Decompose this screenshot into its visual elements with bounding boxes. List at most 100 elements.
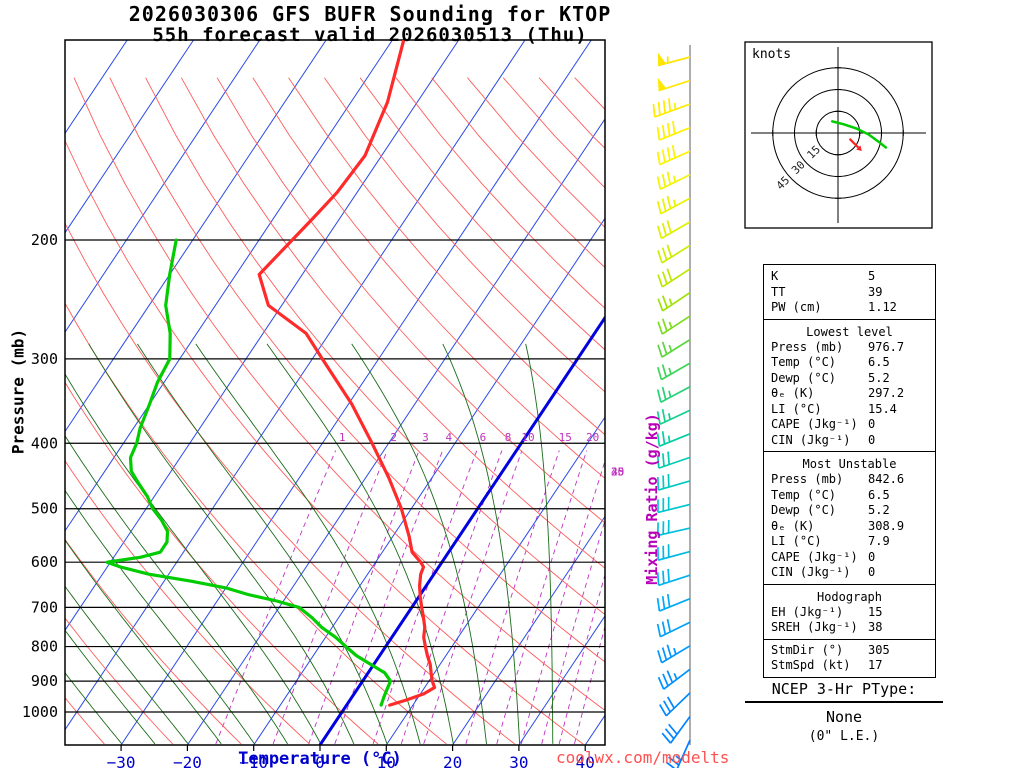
stats-section-most-unstable: Most Unstable Press (mb) 842.6 Temp (°C) 6.5… bbox=[763, 451, 936, 585]
mixing-ratio-tick-label: 8 bbox=[505, 431, 512, 444]
stat-value: 976.7 bbox=[868, 339, 905, 354]
wind-barb bbox=[657, 496, 691, 514]
isotherm-line bbox=[65, 40, 194, 234]
mixing-ratio-line bbox=[520, 459, 605, 745]
temperature-tick-label: 10 bbox=[377, 753, 396, 768]
ptype-block: NCEP 3-Hr PType: None (0" L.E.) bbox=[745, 680, 943, 744]
hodograph-trace bbox=[830, 120, 888, 149]
stat-row: Dewp (°C) 5.2 bbox=[764, 371, 935, 387]
wind-barb bbox=[656, 171, 691, 190]
wind-barb bbox=[656, 473, 691, 491]
stat-value: 0 bbox=[868, 549, 876, 564]
pressure-tick-label: 700 bbox=[31, 598, 58, 616]
wind-barb bbox=[657, 338, 691, 358]
mixing-ratio-line bbox=[496, 450, 588, 745]
moist-adiabat-line bbox=[65, 629, 156, 745]
moist-adiabat-line bbox=[88, 343, 355, 745]
stats-section-header: Lowest level bbox=[806, 324, 893, 339]
stat-label: Press (mb) bbox=[771, 472, 844, 486]
stat-value: 6.5 bbox=[868, 355, 890, 369]
mixing-ratio-tick-label: 4 bbox=[446, 431, 453, 444]
mixing-ratio-line bbox=[465, 450, 560, 745]
stat-label: CIN (Jkg⁻¹) bbox=[771, 432, 851, 447]
stat-label: K bbox=[771, 269, 779, 283]
stat-value: 17 bbox=[868, 658, 883, 672]
wind-barb bbox=[657, 291, 691, 312]
temperature-tick-label: 40 bbox=[576, 753, 595, 768]
wind-barb bbox=[659, 692, 691, 717]
isotherm-line bbox=[65, 40, 460, 632]
stats-divider bbox=[764, 638, 935, 640]
stat-label: CAPE (Jkg⁻¹) bbox=[771, 549, 858, 564]
stat-label: Dewp (°C) bbox=[771, 370, 837, 385]
stat-value: 5 bbox=[868, 269, 876, 283]
isotherm-line bbox=[518, 615, 605, 745]
dry-adiabat-line bbox=[73, 77, 605, 711]
mixing-ratio-line bbox=[308, 450, 420, 745]
mixing-ratio-line bbox=[215, 450, 337, 745]
pressure-tick-label: 600 bbox=[31, 553, 58, 571]
wind-barb bbox=[656, 568, 691, 587]
wind-barb bbox=[657, 544, 691, 561]
stat-value: 5.2 bbox=[868, 370, 890, 385]
stat-row: SREH (Jkg⁻¹) 38 bbox=[764, 620, 935, 636]
stat-label: StmDir (°) bbox=[771, 642, 844, 657]
stat-row: Dewp (°C) 5.2 bbox=[764, 503, 935, 519]
temperature-tick-label: −20 bbox=[173, 753, 202, 768]
moist-adiabat-line bbox=[195, 343, 421, 745]
temperature-tick-label: 20 bbox=[443, 753, 462, 768]
dry-adiabat-line bbox=[65, 139, 584, 745]
mixing-ratio-tick-label: 2 bbox=[390, 431, 397, 444]
dry-adiabat-line bbox=[252, 77, 605, 479]
dry-adiabat-line bbox=[359, 77, 605, 351]
wind-barb bbox=[657, 244, 691, 264]
indices-box: K 5 TT 39 PW (cm) 1.12 bbox=[763, 264, 936, 320]
pressure-tick-label: 400 bbox=[31, 434, 58, 452]
temperature-tick-label: 0 bbox=[315, 753, 325, 768]
isotherm-line bbox=[253, 217, 605, 745]
stat-value: 7.9 bbox=[868, 534, 890, 548]
mixing-ratio-line bbox=[272, 450, 388, 745]
stat-label: CAPE (Jkg⁻¹) bbox=[771, 417, 858, 431]
stat-value: 1.12 bbox=[868, 300, 897, 314]
stat-label: TT bbox=[771, 284, 786, 299]
wind-barb bbox=[657, 644, 691, 664]
stat-row: EH (Jkg⁻¹) 15 bbox=[764, 605, 935, 621]
isotherm-line bbox=[65, 40, 393, 532]
stat-row: θₑ (K) 297.2 bbox=[764, 386, 935, 402]
stat-row: StmDir (°) 305 bbox=[764, 643, 935, 659]
stat-value: 38 bbox=[868, 620, 883, 634]
stat-label: Dewp (°C) bbox=[771, 503, 837, 517]
pressure-tick-label: 900 bbox=[31, 672, 58, 690]
chart-subtitle: 55h forecast valid 2026030513 (Thu) bbox=[152, 24, 588, 46]
stat-row: TT 39 bbox=[764, 285, 935, 301]
stats-section-header: Hodograph bbox=[816, 589, 883, 604]
pressure-tick-label: 200 bbox=[31, 231, 58, 249]
dry-adiabat-line bbox=[145, 77, 605, 616]
wind-barb bbox=[656, 618, 691, 638]
mixing-ratio-tick-label: 15 bbox=[559, 431, 572, 444]
stat-row: CIN (Jkg⁻¹) 0 bbox=[764, 433, 935, 449]
wind-barb bbox=[652, 98, 691, 118]
temperature-tick-label: −10 bbox=[239, 753, 268, 768]
stats-section-hodograph: Hodograph EH (Jkg⁻¹) 15 SREH (Jkg⁻¹) 38 StmDi… bbox=[763, 583, 936, 678]
isotherm-line bbox=[452, 515, 605, 745]
storm-motion-vector bbox=[848, 138, 860, 149]
wind-barb bbox=[657, 52, 691, 67]
temperature-tick-label: 30 bbox=[509, 753, 528, 768]
isotherm-line bbox=[120, 40, 592, 745]
isotherm-line bbox=[65, 40, 526, 731]
dry-adiabat-line bbox=[288, 77, 605, 436]
stat-value: 0 bbox=[868, 432, 876, 447]
temperature-curve bbox=[257, 40, 437, 707]
wind-barb bbox=[656, 120, 691, 141]
stats-panel: K 5 TT 39 PW (cm) 1.12 Lowest level Press (mb) 9… bbox=[763, 264, 936, 678]
moist-adiabat-line bbox=[65, 585, 189, 745]
stat-value: 6.5 bbox=[868, 487, 890, 502]
moist-adiabat-line bbox=[351, 343, 487, 744]
wind-barb bbox=[657, 362, 691, 381]
wind-barb bbox=[657, 668, 691, 690]
stat-value: 5.2 bbox=[868, 503, 890, 517]
wind-barb bbox=[665, 739, 691, 768]
